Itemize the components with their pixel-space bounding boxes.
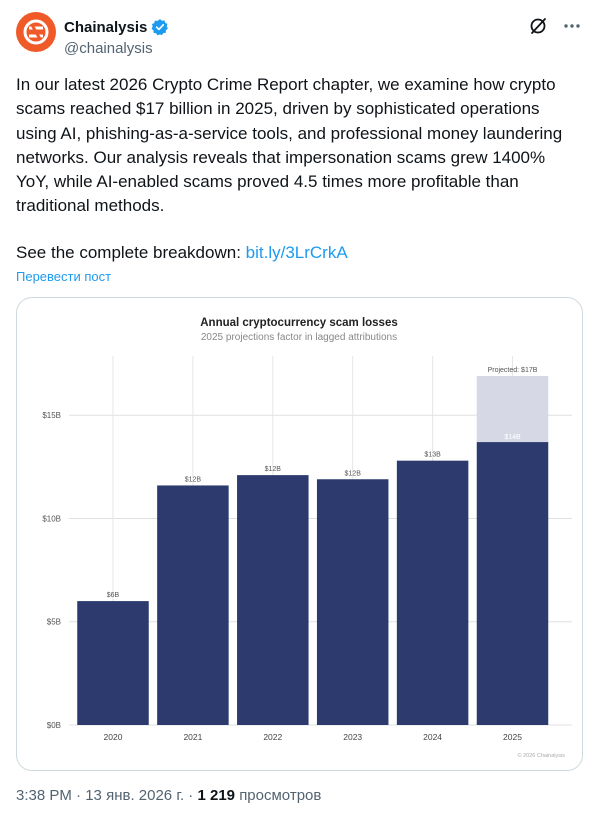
x-tick-label: 2020 bbox=[104, 732, 123, 742]
bar bbox=[316, 479, 389, 725]
verified-badge-icon bbox=[151, 19, 169, 36]
y-tick-label: $15B bbox=[42, 411, 61, 420]
bar bbox=[476, 442, 549, 725]
breakdown-line: See the complete breakdown: bit.ly/3LrCr… bbox=[16, 241, 348, 265]
bar bbox=[237, 475, 309, 725]
views-label: просмотров bbox=[239, 787, 322, 804]
chart-card[interactable]: Annual cryptocurrency scam losses 2025 pr… bbox=[16, 297, 583, 771]
bar-value-label: $14B bbox=[504, 434, 521, 441]
projected-bar-segment bbox=[476, 376, 549, 443]
translate-post-link[interactable]: Перевести пост bbox=[16, 269, 112, 284]
y-tick-label: $0B bbox=[47, 721, 61, 730]
bar-value-label: $12B bbox=[345, 470, 362, 477]
bar-value-label: $12B bbox=[185, 476, 202, 483]
display-name[interactable]: Chainalysis bbox=[64, 18, 148, 36]
header-actions bbox=[528, 16, 582, 36]
breakdown-link[interactable]: bit.ly/3LrCrkA bbox=[245, 243, 348, 262]
tweet-time[interactable]: 3:38 PM bbox=[16, 787, 72, 804]
bar bbox=[77, 601, 149, 725]
x-tick-label: 2024 bbox=[423, 732, 442, 742]
y-tick-label: $10B bbox=[42, 514, 61, 523]
chart-title: Annual cryptocurrency scam losses bbox=[200, 317, 398, 329]
scam-losses-chart: Annual cryptocurrency scam losses 2025 pr… bbox=[42, 317, 572, 759]
x-tick-label: 2025 bbox=[503, 732, 522, 742]
separator: · bbox=[188, 787, 198, 804]
bar bbox=[157, 485, 229, 725]
chart-subtitle: 2025 projections factor in lagged attrib… bbox=[201, 332, 397, 343]
avatar[interactable] bbox=[16, 12, 56, 52]
y-tick-label: $5B bbox=[47, 618, 61, 627]
bar bbox=[396, 460, 469, 725]
breakdown-prefix: See the complete breakdown: bbox=[16, 243, 246, 262]
more-icon[interactable] bbox=[562, 16, 582, 36]
bar-value-label: $13B bbox=[424, 452, 441, 459]
grok-icon[interactable] bbox=[528, 16, 548, 36]
chainalysis-logo-icon bbox=[23, 19, 49, 45]
bar-value-label: $6B bbox=[107, 592, 120, 599]
tweet-footer: 3:38 PM · 13 янв. 2026 г. · 1 219 просмо… bbox=[16, 787, 321, 804]
x-tick-label: 2023 bbox=[343, 732, 362, 742]
tweet-text: In our latest 2026 Crypto Crime Report c… bbox=[16, 75, 563, 216]
views-count: 1 219 bbox=[197, 787, 236, 804]
name-row: Chainalysis bbox=[64, 18, 169, 36]
chart-watermark: © 2026 Chainalysis bbox=[518, 752, 566, 759]
separator: · bbox=[76, 787, 86, 804]
x-tick-label: 2022 bbox=[263, 732, 282, 742]
bar-value-label: $12B bbox=[265, 466, 282, 473]
x-tick-label: 2021 bbox=[183, 732, 202, 742]
handle[interactable]: @chainalysis bbox=[64, 40, 153, 57]
projected-label: Projected: $17B bbox=[488, 367, 538, 374]
tweet-date[interactable]: 13 янв. 2026 г. bbox=[85, 787, 185, 804]
tweet-header: Chainalysis @chainalysis bbox=[16, 12, 582, 60]
